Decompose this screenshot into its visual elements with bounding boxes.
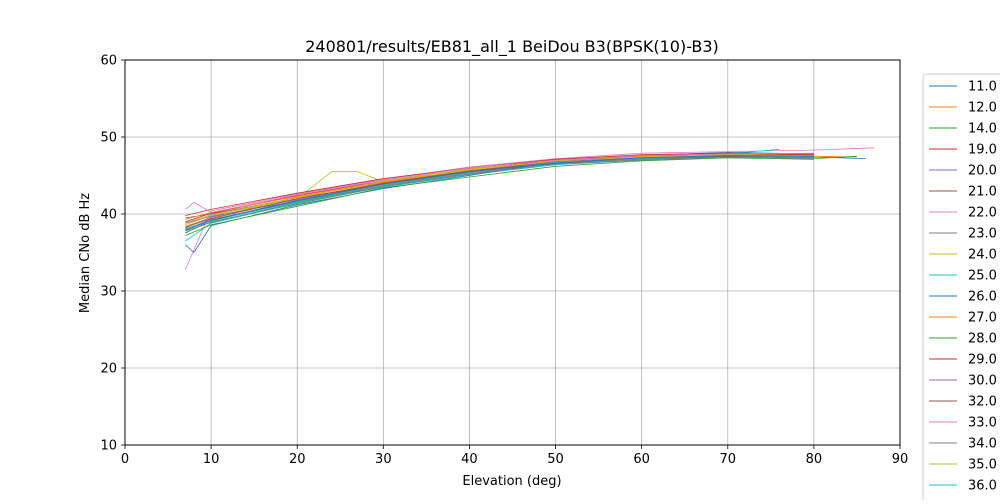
series-line-37.0 bbox=[185, 155, 814, 231]
grid bbox=[124, 59, 901, 446]
legend-label: 20.0 bbox=[968, 164, 997, 179]
legend-label: 28.0 bbox=[968, 332, 997, 347]
y-tick-label: 10 bbox=[100, 439, 117, 454]
series-line-28.0 bbox=[185, 157, 814, 236]
legend: 11.0 12.0 14.0 19.0 20.0 21.0 22.0 23.0 24.0 25.0… bbox=[922, 73, 1000, 504]
legend-label: 21.0 bbox=[968, 185, 997, 200]
series-lines bbox=[184, 147, 875, 270]
series-line-34.0 bbox=[185, 156, 814, 233]
legend-label: 34.0 bbox=[968, 437, 997, 452]
legend-label: 26.0 bbox=[968, 290, 997, 305]
axes: 0 10 20 30 40 50 60 70 80 90 10 20 30 40 50 60 bbox=[100, 54, 908, 468]
x-tick-label: 10 bbox=[203, 452, 220, 467]
y-tick-label: 50 bbox=[100, 131, 117, 146]
legend-label: 23.0 bbox=[968, 227, 997, 242]
legend-label: 29.0 bbox=[968, 353, 997, 368]
series-line-35.0 bbox=[185, 154, 814, 223]
series-line-19.0 bbox=[185, 152, 814, 223]
x-tick-label: 50 bbox=[547, 452, 564, 467]
plot-frame bbox=[124, 59, 901, 446]
x-axis-label: Elevation (deg) bbox=[462, 474, 561, 489]
legend-label: 12.0 bbox=[968, 101, 997, 116]
chart-title: 240801/results/EB81_all_1 BeiDou B3(BPSK… bbox=[305, 37, 719, 57]
series-line-32.0 bbox=[185, 155, 814, 228]
series-line-27.0 bbox=[185, 152, 814, 220]
legend-label: 27.0 bbox=[968, 311, 997, 326]
legend-label: 25.0 bbox=[968, 269, 997, 284]
y-tick-label: 20 bbox=[100, 362, 117, 377]
y-tick-label: 40 bbox=[100, 208, 117, 223]
legend-label: 24.0 bbox=[968, 248, 997, 263]
y-tick-label: 30 bbox=[100, 285, 117, 300]
legend-label: 35.0 bbox=[968, 458, 997, 473]
x-tick-label: 30 bbox=[375, 452, 392, 467]
x-tick-label: 60 bbox=[633, 452, 650, 467]
legend-label: 36.0 bbox=[968, 479, 997, 494]
legend-label: 11.0 bbox=[968, 80, 997, 95]
legend-label: 22.0 bbox=[968, 206, 997, 221]
legend-label: 14.0 bbox=[968, 122, 997, 137]
legend-label: 32.0 bbox=[968, 395, 997, 410]
x-tick-label: 80 bbox=[806, 452, 823, 467]
series-line-22.0 bbox=[184, 147, 875, 270]
series-line-25.0 bbox=[185, 148, 780, 242]
legend-label: 19.0 bbox=[968, 143, 997, 158]
y-axis-label: Median CNo dB Hz bbox=[78, 193, 93, 313]
x-tick-label: 70 bbox=[720, 452, 737, 467]
series-line-30.0 bbox=[185, 155, 814, 224]
y-tick-label: 60 bbox=[100, 54, 117, 69]
x-tick-label: 0 bbox=[121, 452, 129, 467]
legend-label: 33.0 bbox=[968, 416, 997, 431]
legend-box bbox=[922, 73, 1000, 504]
series-line-33.0 bbox=[185, 152, 814, 213]
x-tick-label: 20 bbox=[289, 452, 306, 467]
x-tick-label: 40 bbox=[461, 452, 478, 467]
legend-label: 30.0 bbox=[968, 374, 997, 389]
x-tick-label: 90 bbox=[892, 452, 909, 467]
